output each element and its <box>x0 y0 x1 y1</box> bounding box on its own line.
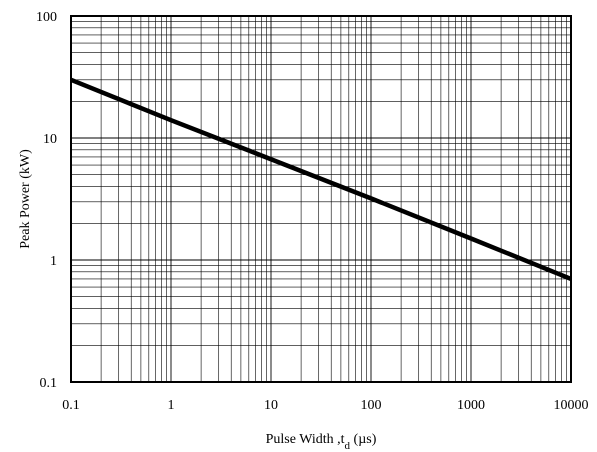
x-tick-label: 100 <box>361 398 382 413</box>
y-tick-labels: 0.1 1 10 100 <box>36 10 57 391</box>
x-tick-label: 10 <box>264 398 278 413</box>
y-tick-label: 100 <box>36 10 57 25</box>
x-tick-label: 10000 <box>554 398 589 413</box>
y-tick-label: 1 <box>50 254 57 269</box>
x-axis-title: Pulse Width ,td (µs) <box>266 432 377 452</box>
x-axis-title-main: Pulse Width ,t <box>266 432 345 447</box>
x-tick-label: 1000 <box>457 398 485 413</box>
x-tick-label: 1 <box>168 398 175 413</box>
y-tick-label: 0.1 <box>40 376 58 391</box>
x-tick-label: 0.1 <box>62 398 80 413</box>
y-axis-title: Peak Power (kW) <box>18 149 33 249</box>
series-layer <box>70 77 572 281</box>
series-line-1 <box>70 77 572 281</box>
y-tick-label: 10 <box>43 132 57 147</box>
x-axis-title-subscript: d <box>345 440 351 452</box>
x-tick-labels: 0.1 1 10 100 1000 10000 <box>62 398 588 413</box>
grid-lines <box>70 16 571 383</box>
plot-frame <box>70 15 572 383</box>
x-axis-title-unit: (µs) <box>350 432 377 447</box>
